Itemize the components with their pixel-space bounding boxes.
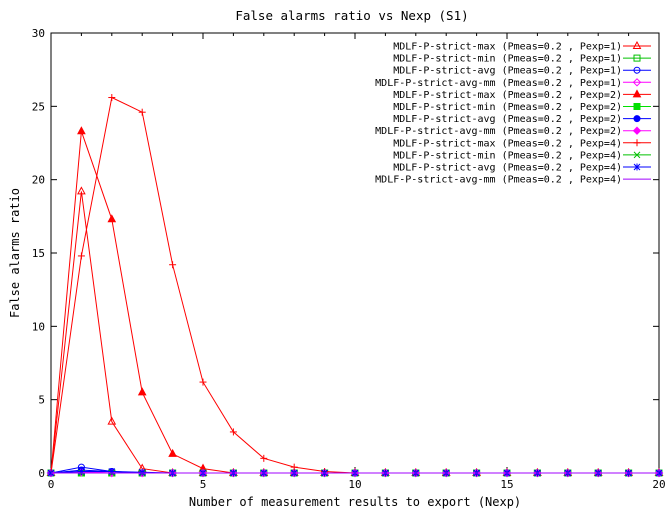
legend-marker-9 bbox=[633, 139, 641, 147]
y-tick-label-6: 30 bbox=[32, 27, 45, 40]
y-axis-label: False alarms ratio bbox=[8, 188, 22, 318]
series-9-point-3 bbox=[138, 108, 146, 116]
legend-label-7: MDLF-P-strict-avg (Pmeas=0.2 , Pexp=2) bbox=[393, 114, 622, 125]
series-9-point-2 bbox=[108, 94, 116, 102]
legend-marker-8 bbox=[632, 126, 642, 135]
series-11-point-3 bbox=[138, 468, 146, 476]
legend-label-3: MDLF-P-strict-avg (Pmeas=0.2 , Pexp=1) bbox=[393, 66, 622, 77]
legend-marker-11 bbox=[633, 163, 641, 171]
series-5-point-1 bbox=[77, 126, 86, 135]
legend-entry-5: MDLF-P-strict-max (Pmeas=0.2 , Pexp=2) bbox=[393, 89, 651, 101]
series-1-line bbox=[50, 191, 659, 474]
series-9-point-6 bbox=[229, 428, 237, 436]
legend-marker-1 bbox=[632, 40, 642, 49]
y-tick-label-3: 15 bbox=[32, 247, 45, 260]
legend-marker-7 bbox=[633, 115, 641, 123]
legend-label-10: MDLF-P-strict-min (Pmeas=0.2 , Pexp=4) bbox=[393, 150, 622, 161]
chart-title: False alarms ratio vs Nexp (S1) bbox=[235, 8, 468, 23]
legend-entry-3: MDLF-P-strict-avg (Pmeas=0.2 , Pexp=1) bbox=[393, 66, 651, 77]
legend-entry-11: MDLF-P-strict-avg (Pmeas=0.2 , Pexp=4) bbox=[393, 163, 651, 174]
series-9-point-1 bbox=[77, 252, 85, 260]
y-tick-label-0: 0 bbox=[38, 467, 45, 480]
legend-label-12: MDLF-P-strict-avg-mm (Pmeas=0.2 , Pexp=4… bbox=[375, 175, 622, 186]
legend-entry-9: MDLF-P-strict-max (Pmeas=0.2 , Pexp=4) bbox=[393, 138, 651, 149]
series-9-point-7 bbox=[260, 454, 268, 462]
legend-marker-5 bbox=[632, 89, 642, 98]
legend-entry-8: MDLF-P-strict-avg-mm (Pmeas=0.2 , Pexp=2… bbox=[375, 126, 651, 137]
legend-label-5: MDLF-P-strict-max (Pmeas=0.2 , Pexp=2) bbox=[393, 90, 622, 101]
plot-area: 0 5 10 15 20 0 5 10 15 20 25 30 bbox=[32, 27, 666, 491]
legend-label-4: MDLF-P-strict-avg-mm (Pmeas=0.2 , Pexp=1… bbox=[375, 78, 622, 89]
legend-label-9: MDLF-P-strict-max (Pmeas=0.2 , Pexp=4) bbox=[393, 138, 622, 149]
y-tick-label-4: 20 bbox=[32, 174, 45, 187]
legend-entry-7: MDLF-P-strict-avg (Pmeas=0.2 , Pexp=2) bbox=[393, 114, 651, 125]
legend-entry-12: MDLF-P-strict-avg-mm (Pmeas=0.2 , Pexp=4… bbox=[375, 175, 651, 186]
series-5-point-4 bbox=[168, 448, 177, 457]
series-9-point-5 bbox=[199, 378, 207, 386]
series-5-point-3 bbox=[137, 387, 147, 396]
x-axis-label: Number of measurement results to export … bbox=[189, 495, 521, 509]
legend-label-8: MDLF-P-strict-avg-mm (Pmeas=0.2 , Pexp=2… bbox=[375, 126, 622, 137]
x-tick-label-2: 10 bbox=[348, 478, 361, 491]
series-5-point-2 bbox=[107, 214, 117, 223]
legend-marker-3 bbox=[633, 66, 641, 74]
legend-marker-6 bbox=[633, 103, 641, 110]
legend-marker-2 bbox=[633, 54, 641, 62]
y-tick-label-1: 5 bbox=[38, 394, 45, 407]
x-tick-label-1: 5 bbox=[200, 478, 207, 491]
legend-entry-4: MDLF-P-strict-avg-mm (Pmeas=0.2 , Pexp=1… bbox=[375, 78, 651, 89]
legend-label-2: MDLF-P-strict-min (Pmeas=0.2 , Pexp=1) bbox=[393, 54, 622, 65]
x-tick-label-4: 20 bbox=[652, 478, 665, 491]
x-tick-label-3: 15 bbox=[500, 478, 513, 491]
series-9-point-8 bbox=[290, 463, 298, 471]
legend-label-1: MDLF-P-strict-max (Pmeas=0.2 , Pexp=1) bbox=[393, 42, 622, 53]
y-tick-label-2: 10 bbox=[32, 320, 45, 333]
legend-label-6: MDLF-P-strict-min (Pmeas=0.2 , Pexp=2) bbox=[393, 102, 622, 113]
series-1 bbox=[46, 186, 664, 476]
series-11-point-2 bbox=[108, 468, 116, 476]
legend-entry-6: MDLF-P-strict-min (Pmeas=0.2 , Pexp=2) bbox=[393, 102, 651, 113]
series-9-point-4 bbox=[169, 261, 177, 269]
legend-label-11: MDLF-P-strict-avg (Pmeas=0.2 , Pexp=4) bbox=[393, 163, 622, 174]
legend-entry-1: MDLF-P-strict-max (Pmeas=0.2 , Pexp=1) bbox=[393, 40, 651, 53]
series-11-point-1 bbox=[77, 468, 85, 476]
x-tick-label-0: 0 bbox=[48, 478, 55, 491]
legend-marker-10 bbox=[633, 151, 641, 159]
legend-entry-10: MDLF-P-strict-min (Pmeas=0.2 , Pexp=4) bbox=[393, 150, 651, 161]
series-1-point-2 bbox=[107, 416, 117, 425]
legend-marker-4 bbox=[632, 78, 642, 87]
y-tick-label-5: 25 bbox=[32, 100, 45, 113]
legend: MDLF-P-strict-max (Pmeas=0.2 , Pexp=1)MD… bbox=[375, 40, 651, 186]
series-1-point-1 bbox=[77, 186, 86, 195]
legend-entry-2: MDLF-P-strict-min (Pmeas=0.2 , Pexp=1) bbox=[393, 54, 651, 65]
